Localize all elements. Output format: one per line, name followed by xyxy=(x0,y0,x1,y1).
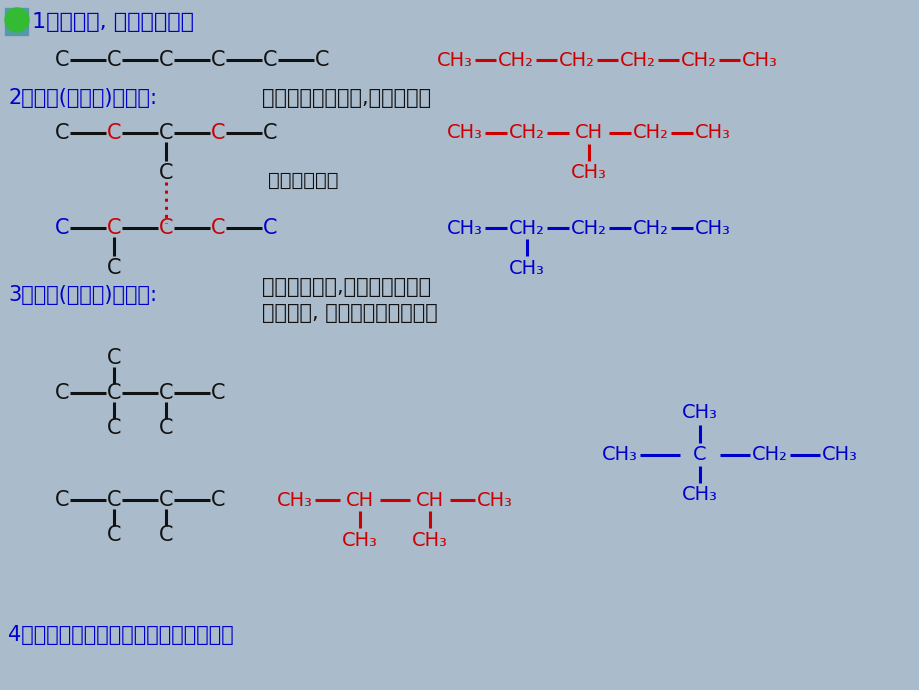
Text: C: C xyxy=(107,490,121,510)
Text: C: C xyxy=(159,525,173,545)
Circle shape xyxy=(5,8,29,32)
Polygon shape xyxy=(5,8,28,35)
Text: C: C xyxy=(159,418,173,438)
Text: C: C xyxy=(107,383,121,403)
Text: C: C xyxy=(107,50,121,70)
Text: C: C xyxy=(210,490,225,510)
Text: CH₃: CH₃ xyxy=(571,164,607,182)
Text: C: C xyxy=(55,50,69,70)
Text: CH₃: CH₃ xyxy=(508,259,544,277)
Text: C: C xyxy=(107,218,121,238)
Text: C: C xyxy=(210,50,225,70)
Text: C: C xyxy=(159,50,173,70)
Text: CH₃: CH₃ xyxy=(681,486,717,504)
Text: C: C xyxy=(159,383,173,403)
Text: CH₃: CH₃ xyxy=(412,531,448,549)
Text: CH₃: CH₃ xyxy=(681,404,717,422)
Text: CH₃: CH₃ xyxy=(447,124,482,143)
Text: ✦: ✦ xyxy=(12,14,22,26)
Text: 4、最后用氢原子补足碳原子的四个价键: 4、最后用氢原子补足碳原子的四个价键 xyxy=(8,625,233,645)
Text: C: C xyxy=(159,123,173,143)
Text: 3、减碳(从头摘)架支链:: 3、减碳(从头摘)架支链: xyxy=(8,285,157,305)
Text: C: C xyxy=(159,218,173,238)
Text: C: C xyxy=(107,258,121,278)
Text: C: C xyxy=(263,218,277,238)
Text: 支链由整到散,由心到边但不到: 支链由整到散,由心到边但不到 xyxy=(262,277,431,297)
Text: CH: CH xyxy=(415,491,444,509)
Text: C: C xyxy=(107,525,121,545)
Text: CH₃: CH₃ xyxy=(477,491,513,509)
Text: CH: CH xyxy=(346,491,374,509)
Text: C: C xyxy=(55,218,69,238)
Text: CH₃: CH₃ xyxy=(601,446,637,464)
Text: C: C xyxy=(55,383,69,403)
Text: C: C xyxy=(263,123,277,143)
Text: CH₂: CH₂ xyxy=(571,219,607,237)
Text: C: C xyxy=(107,348,121,368)
Text: CH₂: CH₂ xyxy=(559,50,595,70)
Text: 等效碳不重排: 等效碳不重排 xyxy=(267,170,338,190)
Text: CH₃: CH₃ xyxy=(822,446,857,464)
Text: C: C xyxy=(107,418,121,438)
Text: C: C xyxy=(159,163,173,183)
Text: 支链位置由心到边,但不到端。: 支链位置由心到边,但不到端。 xyxy=(262,88,431,108)
Text: C: C xyxy=(107,123,121,143)
Text: CH₃: CH₃ xyxy=(742,50,777,70)
Text: CH₂: CH₂ xyxy=(508,124,544,143)
Text: 2、减碳(从头摘)架支链:: 2、减碳(从头摘)架支链: xyxy=(8,88,157,108)
Text: C: C xyxy=(55,490,69,510)
Text: C: C xyxy=(159,490,173,510)
Text: CH₂: CH₂ xyxy=(497,50,533,70)
Text: C: C xyxy=(692,446,706,464)
Text: C: C xyxy=(210,383,225,403)
Text: CH₂: CH₂ xyxy=(751,446,788,464)
Text: CH₂: CH₂ xyxy=(508,219,544,237)
Text: C: C xyxy=(210,123,225,143)
Text: CH₃: CH₃ xyxy=(695,124,730,143)
Text: C: C xyxy=(210,218,225,238)
Text: C: C xyxy=(263,50,277,70)
Text: 端支链时, 排布由对到邻再到间: 端支链时, 排布由对到邻再到间 xyxy=(262,303,437,323)
Text: CH₃: CH₃ xyxy=(447,219,482,237)
Text: CH₂: CH₂ xyxy=(632,124,668,143)
Text: CH: CH xyxy=(574,124,603,143)
Text: CH₃: CH₃ xyxy=(695,219,730,237)
Text: CH₃: CH₃ xyxy=(342,531,378,549)
Text: CH₂: CH₂ xyxy=(680,50,716,70)
Text: C: C xyxy=(55,123,69,143)
Text: 1、排主链, 主链由长到短: 1、排主链, 主链由长到短 xyxy=(32,12,194,32)
Text: C: C xyxy=(314,50,329,70)
Text: CH₃: CH₃ xyxy=(437,50,472,70)
Text: CH₂: CH₂ xyxy=(632,219,668,237)
Text: CH₂: CH₂ xyxy=(619,50,655,70)
Text: CH₃: CH₃ xyxy=(277,491,312,509)
